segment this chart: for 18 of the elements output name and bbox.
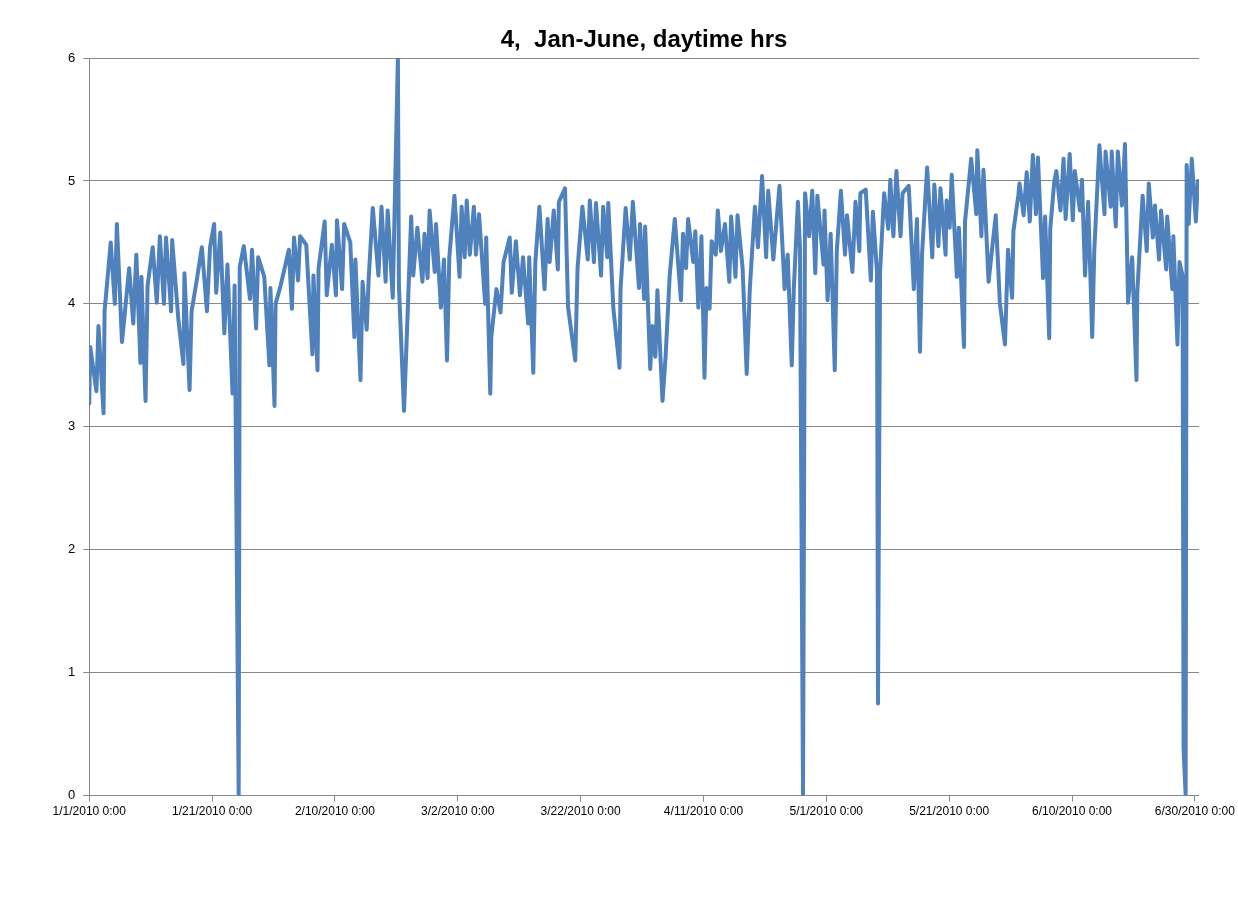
- x-tick-label: 1/21/2010 0:00: [172, 804, 253, 819]
- chart-title: 4, Jan-June, daytime hrs: [500, 24, 788, 52]
- x-tick-label: 3/2/2010 0:00: [421, 804, 495, 819]
- x-tick-label: 6/30/2010 0:00: [1154, 804, 1236, 819]
- x-tick-label: 6/10/2010 0:00: [1031, 804, 1113, 819]
- x-tick-label: 1/1/2010 0:00: [52, 804, 127, 819]
- y-tick-label: 6: [68, 49, 76, 65]
- x-tick-label: 4/11/2010 0:00: [663, 804, 744, 819]
- y-tick-label: 4: [68, 295, 76, 311]
- x-tick-label: 5/1/2010 0:00: [789, 804, 864, 819]
- x-tick-label: 5/21/2010 0:00: [909, 804, 990, 819]
- y-tick-label: 1: [68, 664, 76, 680]
- y-tick-label: 3: [68, 418, 76, 434]
- x-tick-label: 3/22/2010 0:00: [540, 804, 621, 819]
- y-tick-label: 5: [68, 172, 76, 188]
- x-tick-label: 2/10/2010 0:00: [294, 804, 376, 819]
- y-tick-label: 0: [68, 787, 76, 803]
- y-tick-label: 2: [68, 541, 76, 557]
